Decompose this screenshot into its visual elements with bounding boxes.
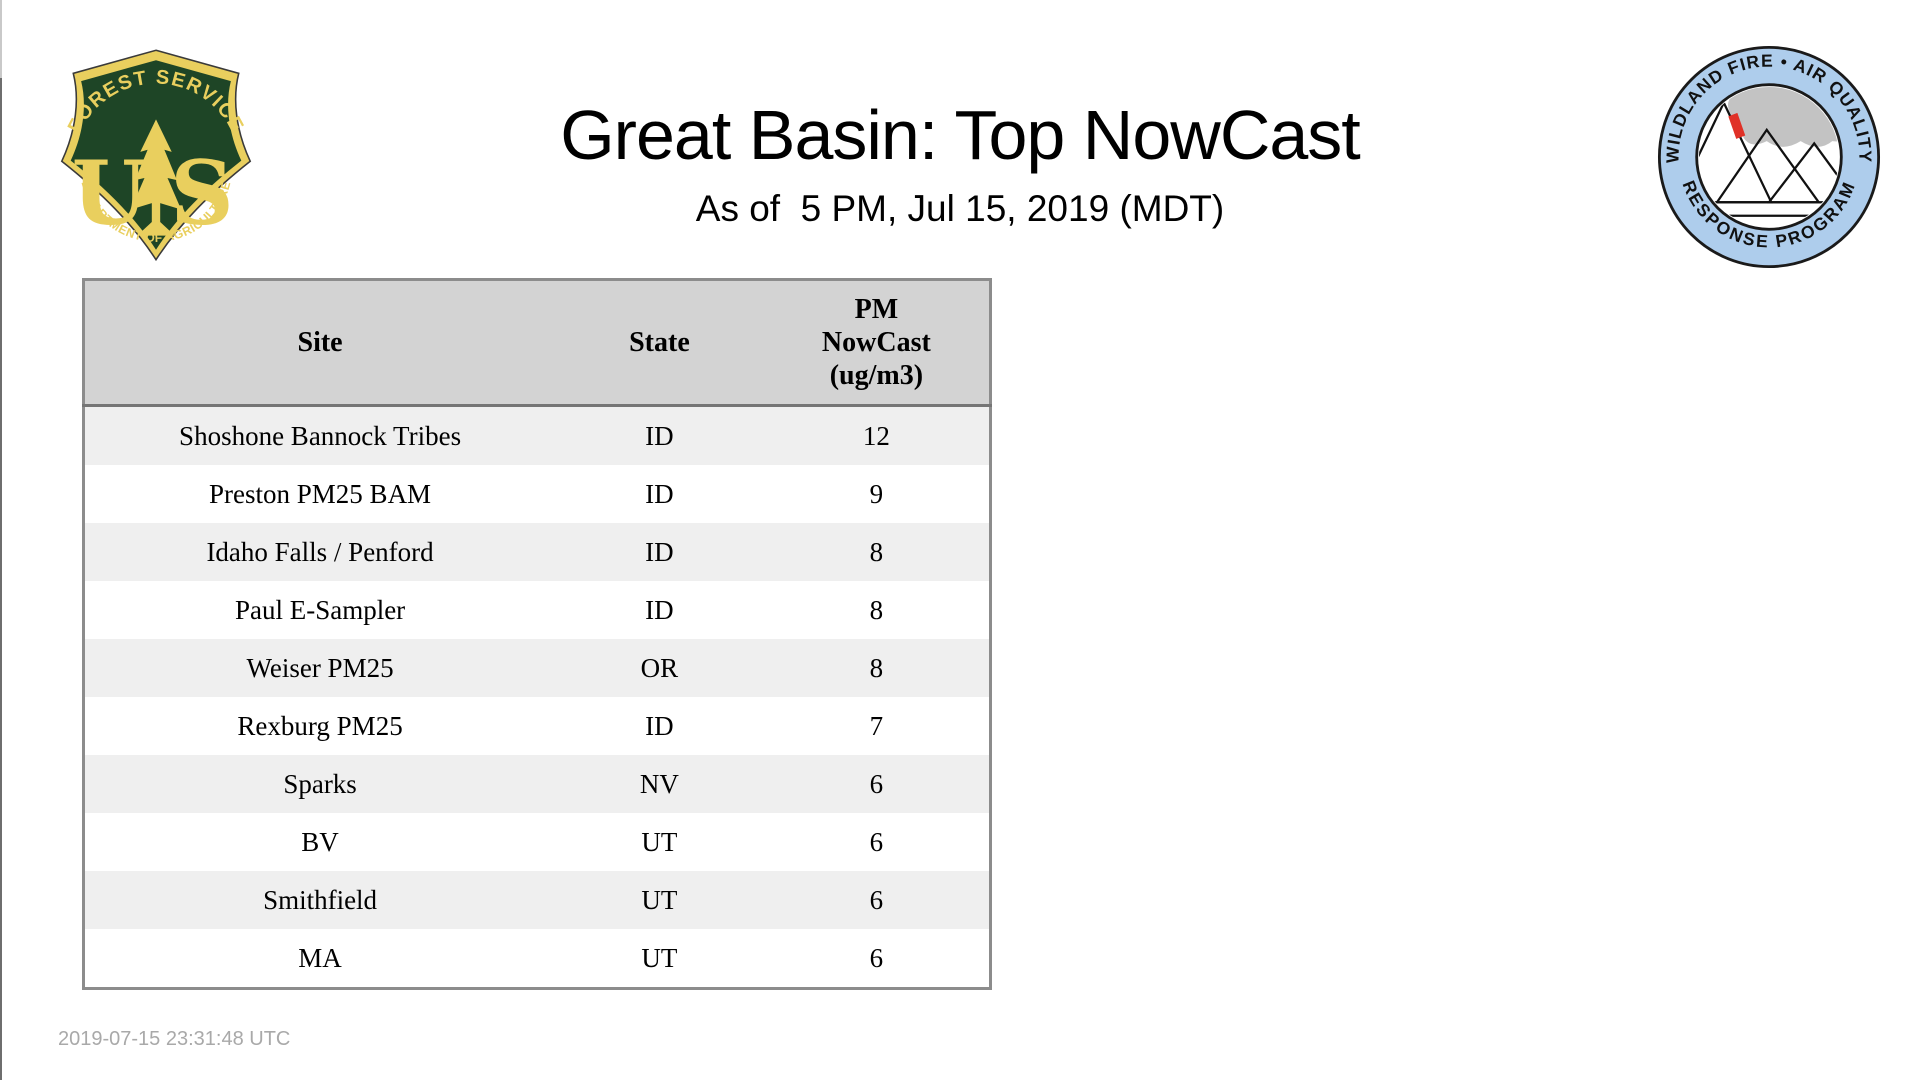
- usfs-shield-icon: FOREST SERVICE U S DEPARTMENT OF AGRICUL…: [60, 49, 252, 262]
- state-cell: ID: [645, 478, 674, 509]
- value-cell: 6: [869, 768, 884, 799]
- state-cell: NV: [639, 768, 679, 799]
- table-row: BV UT 6: [83, 813, 991, 871]
- value-cell: 6: [869, 942, 884, 973]
- site-cell: Smithfield: [263, 884, 378, 915]
- wfaqrp-badge-icon: WILDLAND FIRE • AIR QUALITY RESPONSE PRO…: [1657, 45, 1881, 269]
- state-cell: ID: [645, 594, 674, 625]
- column-header-site: Site: [83, 279, 556, 407]
- value-cell: 9: [869, 478, 884, 509]
- table-row: Weiser PM25 OR 8: [83, 639, 991, 697]
- table-row: Sparks NV 6: [83, 755, 991, 813]
- state-cell: UT: [641, 826, 678, 857]
- table-row: Preston PM25 BAM ID 9: [83, 465, 991, 523]
- site-cell: Sparks: [283, 768, 357, 799]
- usfs-logo: FOREST SERVICE U S DEPARTMENT OF AGRICUL…: [50, 44, 262, 271]
- window-edge-line-top: [0, 0, 2, 78]
- nowcast-table-body: Shoshone Bannock Tribes ID 12 Preston PM…: [83, 405, 991, 989]
- value-cell: 8: [869, 594, 884, 625]
- state-cell: ID: [645, 420, 674, 451]
- table-row: MA UT 6: [83, 929, 991, 989]
- site-cell: Preston PM25 BAM: [209, 478, 432, 509]
- site-cell: Rexburg PM25: [237, 710, 403, 741]
- table-row: Shoshone Bannock Tribes ID 12: [83, 405, 991, 465]
- site-cell: Paul E-Sampler: [234, 594, 406, 625]
- usfs-tree-icon: [130, 119, 182, 236]
- value-cell: 6: [869, 884, 884, 915]
- table-row: Rexburg PM25 ID 7: [83, 697, 991, 755]
- nowcast-table: Site State PM NowCast (ug/m3) Shoshone B…: [82, 278, 992, 990]
- site-cell: Shoshone Bannock Tribes: [179, 420, 462, 451]
- value-cell: 8: [869, 652, 884, 683]
- usfs-letter-s: S: [170, 141, 234, 245]
- table-row: Idaho Falls / Penford ID 8: [83, 523, 991, 581]
- column-header-state: State: [555, 279, 764, 407]
- state-cell: OR: [640, 652, 679, 683]
- value-cell: 12: [862, 420, 890, 451]
- value-cell: 7: [869, 710, 884, 741]
- state-cell: UT: [641, 942, 678, 973]
- site-cell: MA: [298, 942, 342, 973]
- nowcast-table-header: Site State PM NowCast (ug/m3): [83, 279, 991, 407]
- site-cell: Idaho Falls / Penford: [206, 536, 434, 567]
- window-edge-line-bottom: [0, 78, 2, 1080]
- wfaqrp-mountain-right: [1766, 141, 1840, 204]
- page-title: Great Basin: Top NowCast: [560, 95, 1361, 174]
- site-cell: Weiser PM25: [246, 652, 394, 683]
- state-cell: ID: [645, 710, 674, 741]
- footer-timestamp: 2019-07-15 23:31:48 UTC: [58, 1028, 291, 1050]
- state-cell: UT: [641, 884, 678, 915]
- usfs-letter-u: U: [72, 141, 149, 245]
- column-header-pm-nowcast: PM NowCast (ug/m3): [763, 279, 991, 407]
- table-row: Smithfield UT 6: [83, 871, 991, 929]
- wfaqrp-logo: WILDLAND FIRE • AIR QUALITY RESPONSE PRO…: [1656, 44, 1882, 275]
- page-subtitle: As of 5 PM, Jul 15, 2019 (MDT): [695, 188, 1225, 229]
- nowcast-table-container: Site State PM NowCast (ug/m3) Shoshone B…: [82, 278, 992, 990]
- table-row: Paul E-Sampler ID 8: [83, 581, 991, 639]
- wfaqrp-flame-mark: [1728, 112, 1746, 139]
- state-cell: ID: [645, 536, 674, 567]
- value-cell: 8: [869, 536, 884, 567]
- site-cell: BV: [301, 826, 339, 857]
- value-cell: 6: [869, 826, 884, 857]
